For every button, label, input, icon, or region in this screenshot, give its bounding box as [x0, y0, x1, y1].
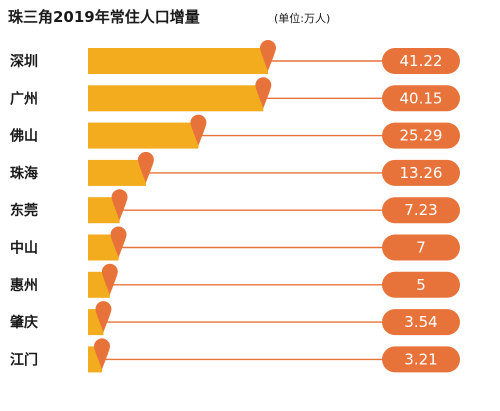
value-label: 7 — [416, 239, 426, 257]
category-label: 中山 — [10, 240, 38, 257]
value-pill — [382, 234, 460, 261]
bar — [88, 85, 264, 112]
value-pill — [382, 309, 460, 336]
value-pill — [382, 85, 460, 112]
bar-row-0: 深圳 41.22 — [10, 40, 460, 74]
pin-marker — [101, 263, 118, 295]
chart-title: 珠三角2019年常住人口增量 — [8, 8, 200, 26]
value-pill — [382, 346, 460, 373]
pin-marker — [137, 151, 154, 183]
category-label: 江门 — [10, 351, 38, 368]
bar-row-8: 江门 3.21 — [10, 338, 460, 373]
chart-unit: (单位:万人) — [274, 11, 330, 25]
bar-row-6: 惠州 5 — [10, 263, 460, 298]
bars-layer: 深圳 41.22 广州 40.15 佛山 25.29 珠海 13.26 东莞 7.23 中山 7 惠州 5… — [9, 40, 460, 373]
value-label: 25.29 — [400, 127, 443, 145]
value-label: 7.23 — [404, 201, 437, 219]
value-label: 41.22 — [400, 52, 443, 70]
value-pill — [382, 159, 460, 186]
pin-marker — [111, 189, 128, 221]
category-label: 珠海 — [10, 165, 38, 182]
bar-row-1: 广州 40.15 — [10, 77, 460, 112]
pin-marker — [190, 114, 207, 146]
bar — [88, 122, 199, 149]
category-label: 惠州 — [10, 277, 38, 294]
value-pill — [382, 122, 460, 149]
category-label: 佛山 — [9, 128, 38, 145]
bar-row-3: 珠海 13.26 — [10, 151, 460, 186]
pin-marker — [255, 77, 272, 109]
bar — [88, 48, 268, 74]
pin-marker — [94, 338, 111, 370]
bar-row-2: 佛山 25.29 — [9, 114, 460, 149]
value-pill — [382, 197, 460, 224]
pin-marker — [260, 40, 276, 71]
value-pill — [382, 271, 460, 298]
bar-row-7: 肇庆 3.54 — [10, 301, 460, 336]
bar-row-5: 中山 7 — [10, 226, 460, 261]
category-label: 深圳 — [10, 53, 38, 70]
bar — [88, 159, 146, 186]
value-label: 5 — [416, 276, 426, 294]
value-label: 3.21 — [404, 350, 437, 368]
bar-row-4: 东莞 7.23 — [10, 189, 460, 224]
value-label: 40.15 — [400, 89, 443, 107]
pin-marker — [110, 226, 127, 258]
pin-marker — [95, 301, 112, 333]
category-label: 广州 — [10, 90, 38, 107]
category-label: 肇庆 — [10, 314, 38, 331]
category-label: 东莞 — [10, 202, 38, 219]
value-pill — [382, 48, 460, 74]
value-label: 3.54 — [404, 313, 437, 331]
value-label: 13.26 — [400, 164, 443, 182]
